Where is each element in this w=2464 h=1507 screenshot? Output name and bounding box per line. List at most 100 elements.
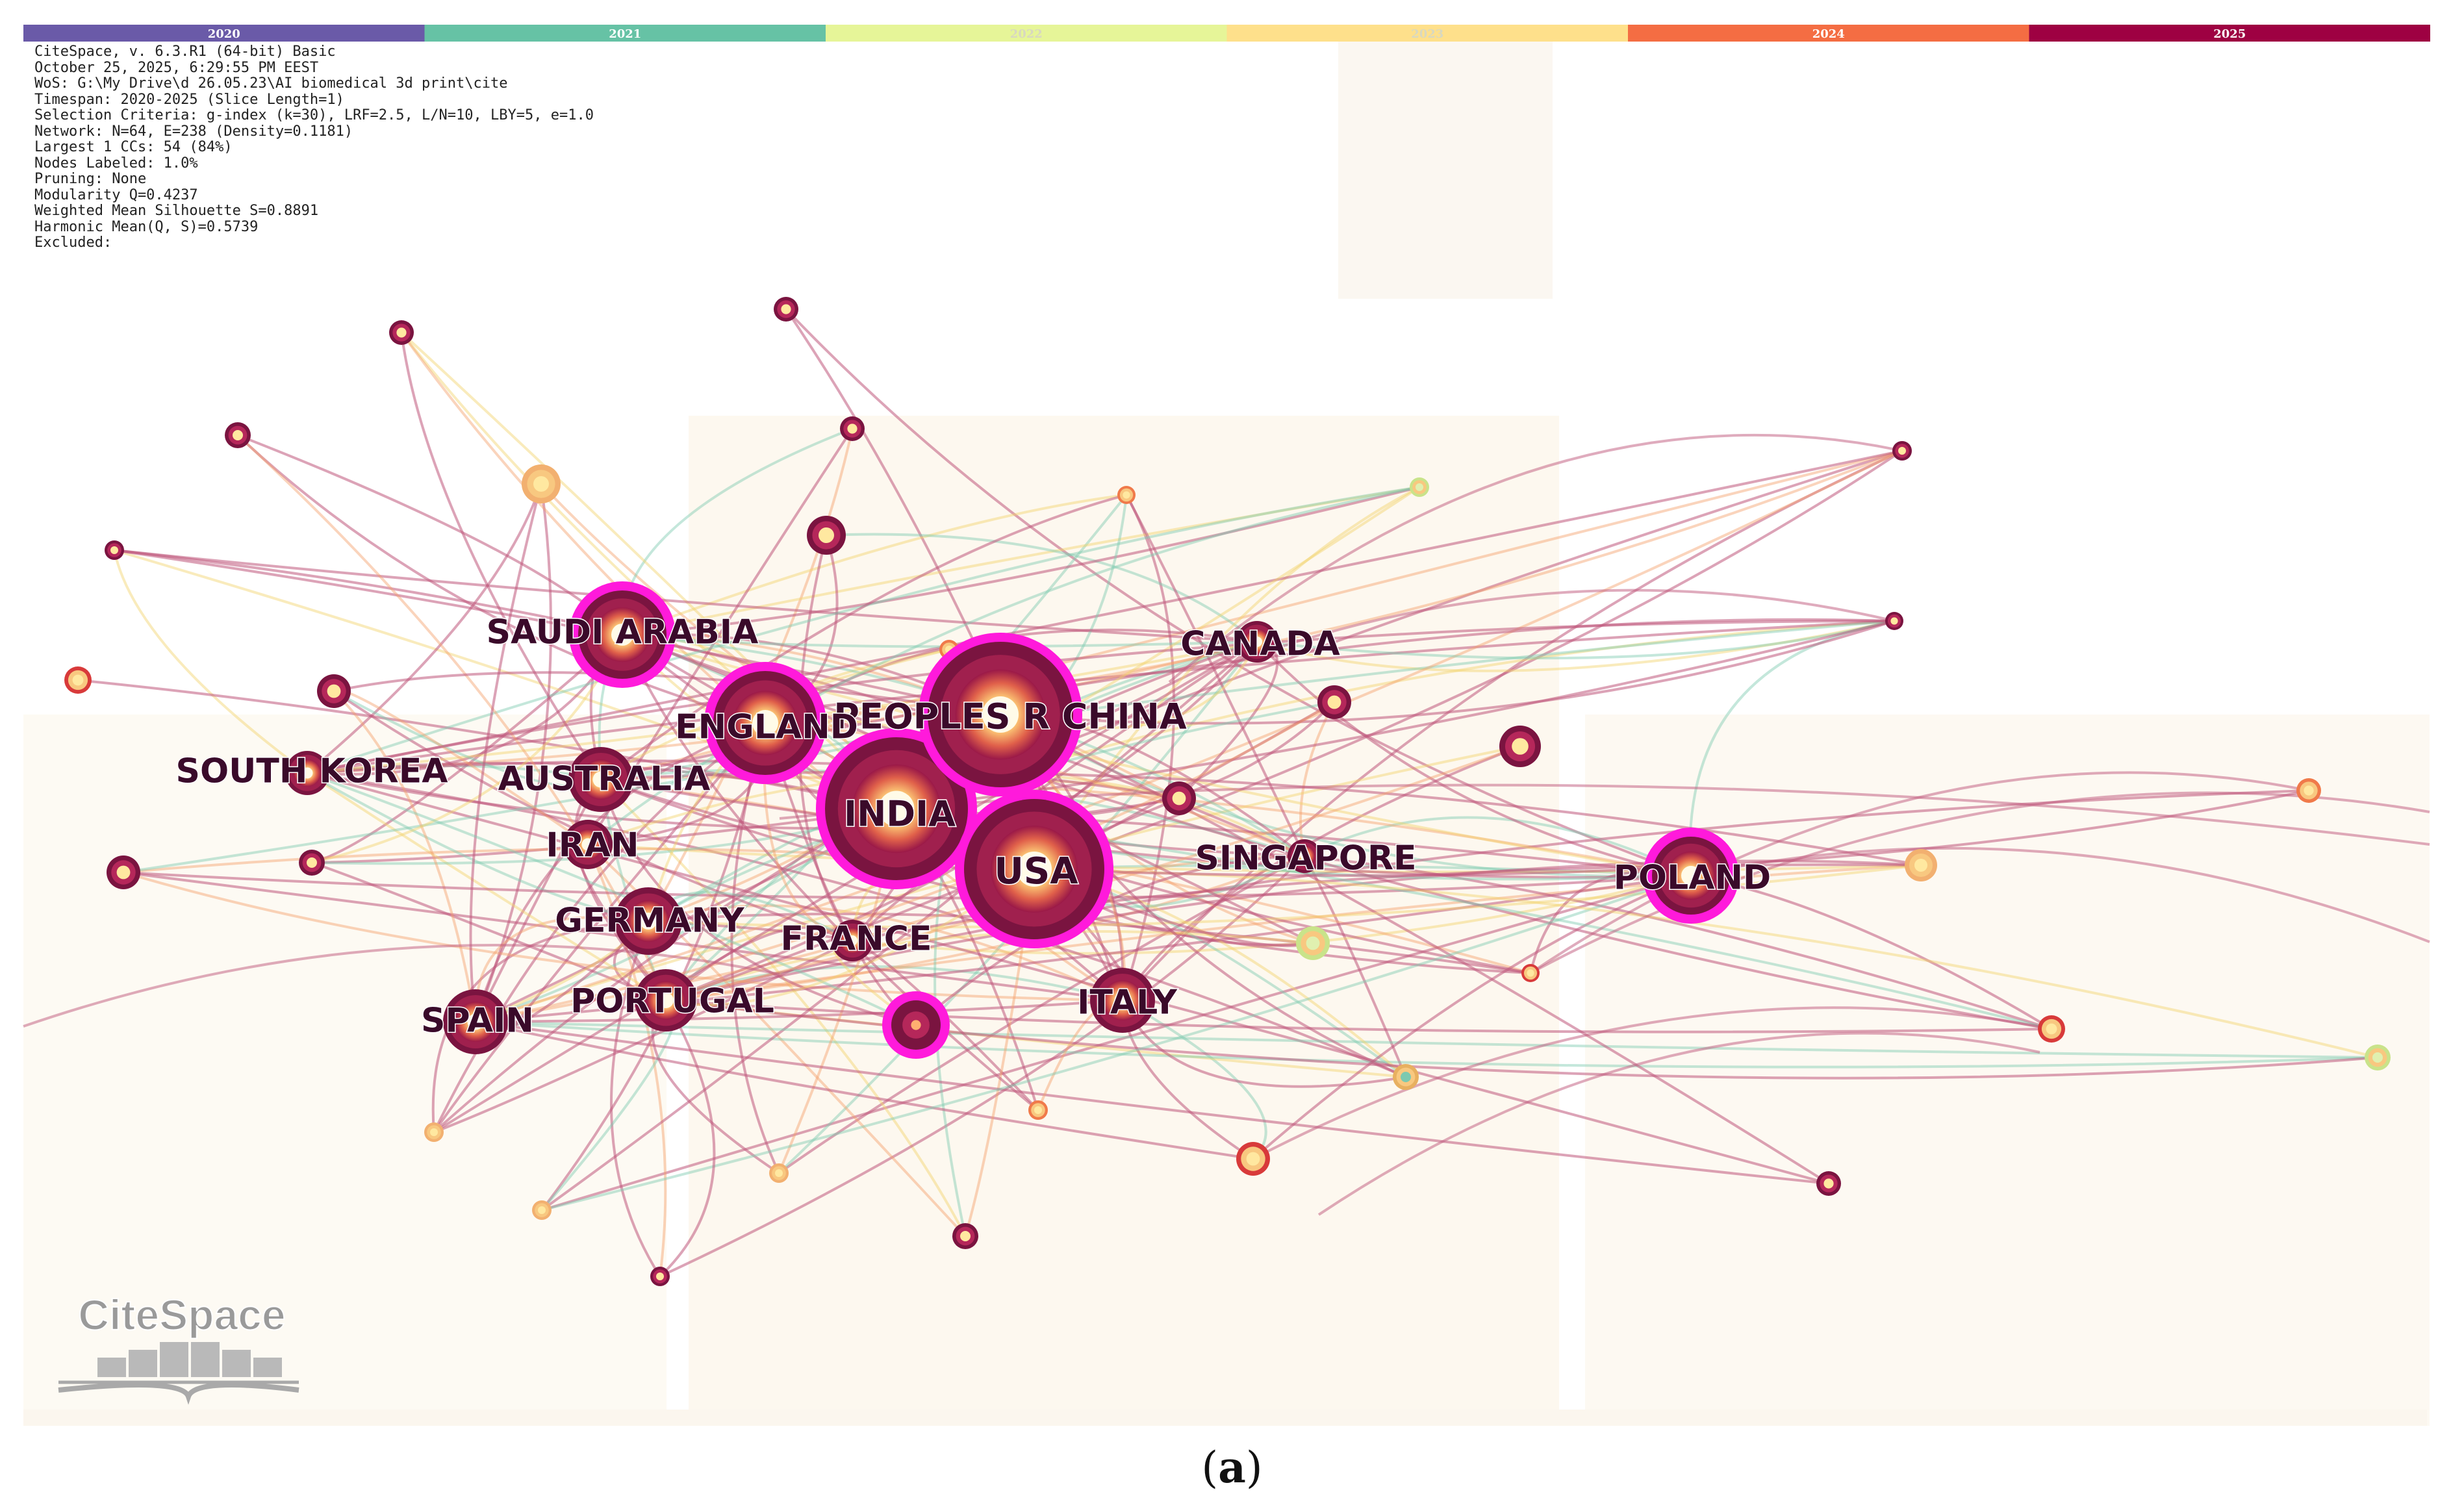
country-node-china[interactable] [919,633,1082,796]
country-node[interactable] [1885,612,1903,630]
collaboration-link [307,772,649,922]
country-node[interactable] [1892,441,1912,461]
country-node-poland[interactable] [1643,828,1739,924]
collaboration-link [1317,1032,2040,1216]
info-line: Excluded: [34,234,112,251]
country-node[interactable] [532,1200,552,1220]
country-node-singapore[interactable] [1288,839,1321,873]
country-node-skorea[interactable] [285,751,329,795]
country-node[interactable] [2296,778,2321,803]
collaboration-link [647,428,854,922]
country-node[interactable] [1499,726,1541,767]
collaboration-link [541,874,1692,1211]
country-node-england[interactable] [704,662,826,784]
country-node[interactable] [1410,477,1429,497]
country-node[interactable] [299,850,325,876]
timeline-year-label: 2025 [2213,27,2246,41]
country-node[interactable] [1296,926,1330,960]
country-node-iran[interactable] [563,820,613,869]
collaboration-link [1168,433,1903,683]
node-label-india: INDIA [844,793,956,834]
info-panel: CiteSpace, v. 6.3.R1 (64-bit) Basic Octob… [34,44,594,251]
info-line: CiteSpace, v. 6.3.R1 (64-bit) Basic [34,44,336,60]
country-node[interactable] [1521,964,1540,982]
country-node[interactable] [1117,486,1136,504]
timeline-year-label: 2021 [609,27,641,41]
background-panels [23,39,2430,1426]
country-node[interactable] [107,855,140,889]
logo-text: CiteSpace [78,1291,285,1339]
country-node-saudi[interactable] [569,581,676,688]
country-node-canada[interactable] [1236,621,1278,663]
country-node[interactable] [840,416,865,441]
country-node[interactable] [389,320,414,345]
country-node[interactable] [1816,1171,1841,1196]
collaboration-link [307,486,1420,774]
country-node[interactable] [1317,685,1351,719]
info-line: Nodes Labeled: 1.0% [34,155,198,171]
country-node-france[interactable] [832,920,873,961]
node-label-canada: CANADA [1180,625,1340,664]
collaboration-link [1688,620,1895,876]
node-label-france: FRANCE [780,920,932,959]
node-label-england: ENGLAND [675,708,858,747]
node-label-portugal: PORTUGAL [570,982,774,1021]
country-node[interactable] [1162,781,1196,815]
country-node-usa[interactable] [955,790,1113,948]
country-node-australia[interactable] [568,747,633,812]
collaboration-link [236,434,766,724]
info-line: Network: N=64, E=238 (Density=0.1181) [34,123,353,140]
country-node[interactable] [105,540,124,560]
country-node[interactable] [952,1223,978,1249]
country-node[interactable] [769,1163,789,1183]
country-node[interactable] [2365,1045,2391,1070]
country-node[interactable] [1393,1064,1419,1090]
collaboration-link [123,871,1692,900]
timeline-segment [2029,25,2430,42]
collaboration-link [1000,713,1830,1185]
country-node[interactable] [64,666,92,694]
country-node[interactable] [2038,1015,2065,1043]
collaboration-link [915,855,1305,1026]
country-node-italy[interactable] [1090,968,1155,1033]
country-node[interactable] [1236,1142,1270,1176]
info-line: October 25, 2025, 6:29:55 PM EEST [34,59,319,76]
country-node[interactable] [650,1267,670,1286]
country-node[interactable] [774,297,798,322]
collaboration-link [114,549,1001,716]
country-node[interactable] [1905,849,1937,881]
country-node[interactable] [225,422,251,448]
country-node-germany[interactable] [615,887,682,955]
collaboration-link [826,533,1258,643]
collaboration-link [600,779,917,1026]
collaboration-link [610,920,661,1278]
country-node[interactable] [522,464,561,503]
collaboration-link [1256,640,1692,877]
country-node-india[interactable] [816,728,977,889]
timeline-segment [826,25,1227,42]
collaboration-link [665,965,1123,1002]
collaboration-link [475,1020,2378,1069]
country-node[interactable] [807,516,846,555]
collaboration-link [306,772,667,1002]
collaboration-link [123,871,1123,1002]
info-line: Timespan: 2020-2025 (Slice Length=1) [34,91,344,108]
collaboration-link [475,999,1123,1023]
country-node[interactable] [424,1122,444,1142]
node-label-iran: IRAN [546,826,639,865]
country-node[interactable] [882,991,950,1059]
collaboration-link [1690,846,2430,943]
country-node[interactable] [1028,1100,1048,1120]
collaboration-link [400,332,602,781]
country-node[interactable] [317,674,351,708]
node-label-spain: SPAIN [421,1002,534,1041]
collaboration-link [587,843,967,1237]
info-line: WoS: G:\My Drive\d 26.05.23\AI biomedica… [34,75,508,92]
collaboration-link [665,930,1314,1002]
country-node-spain[interactable] [443,989,508,1054]
logo-bars-icon [97,1342,282,1377]
timeline-year-label: 2023 [1411,27,1443,41]
country-node-portugal[interactable] [635,969,697,1032]
